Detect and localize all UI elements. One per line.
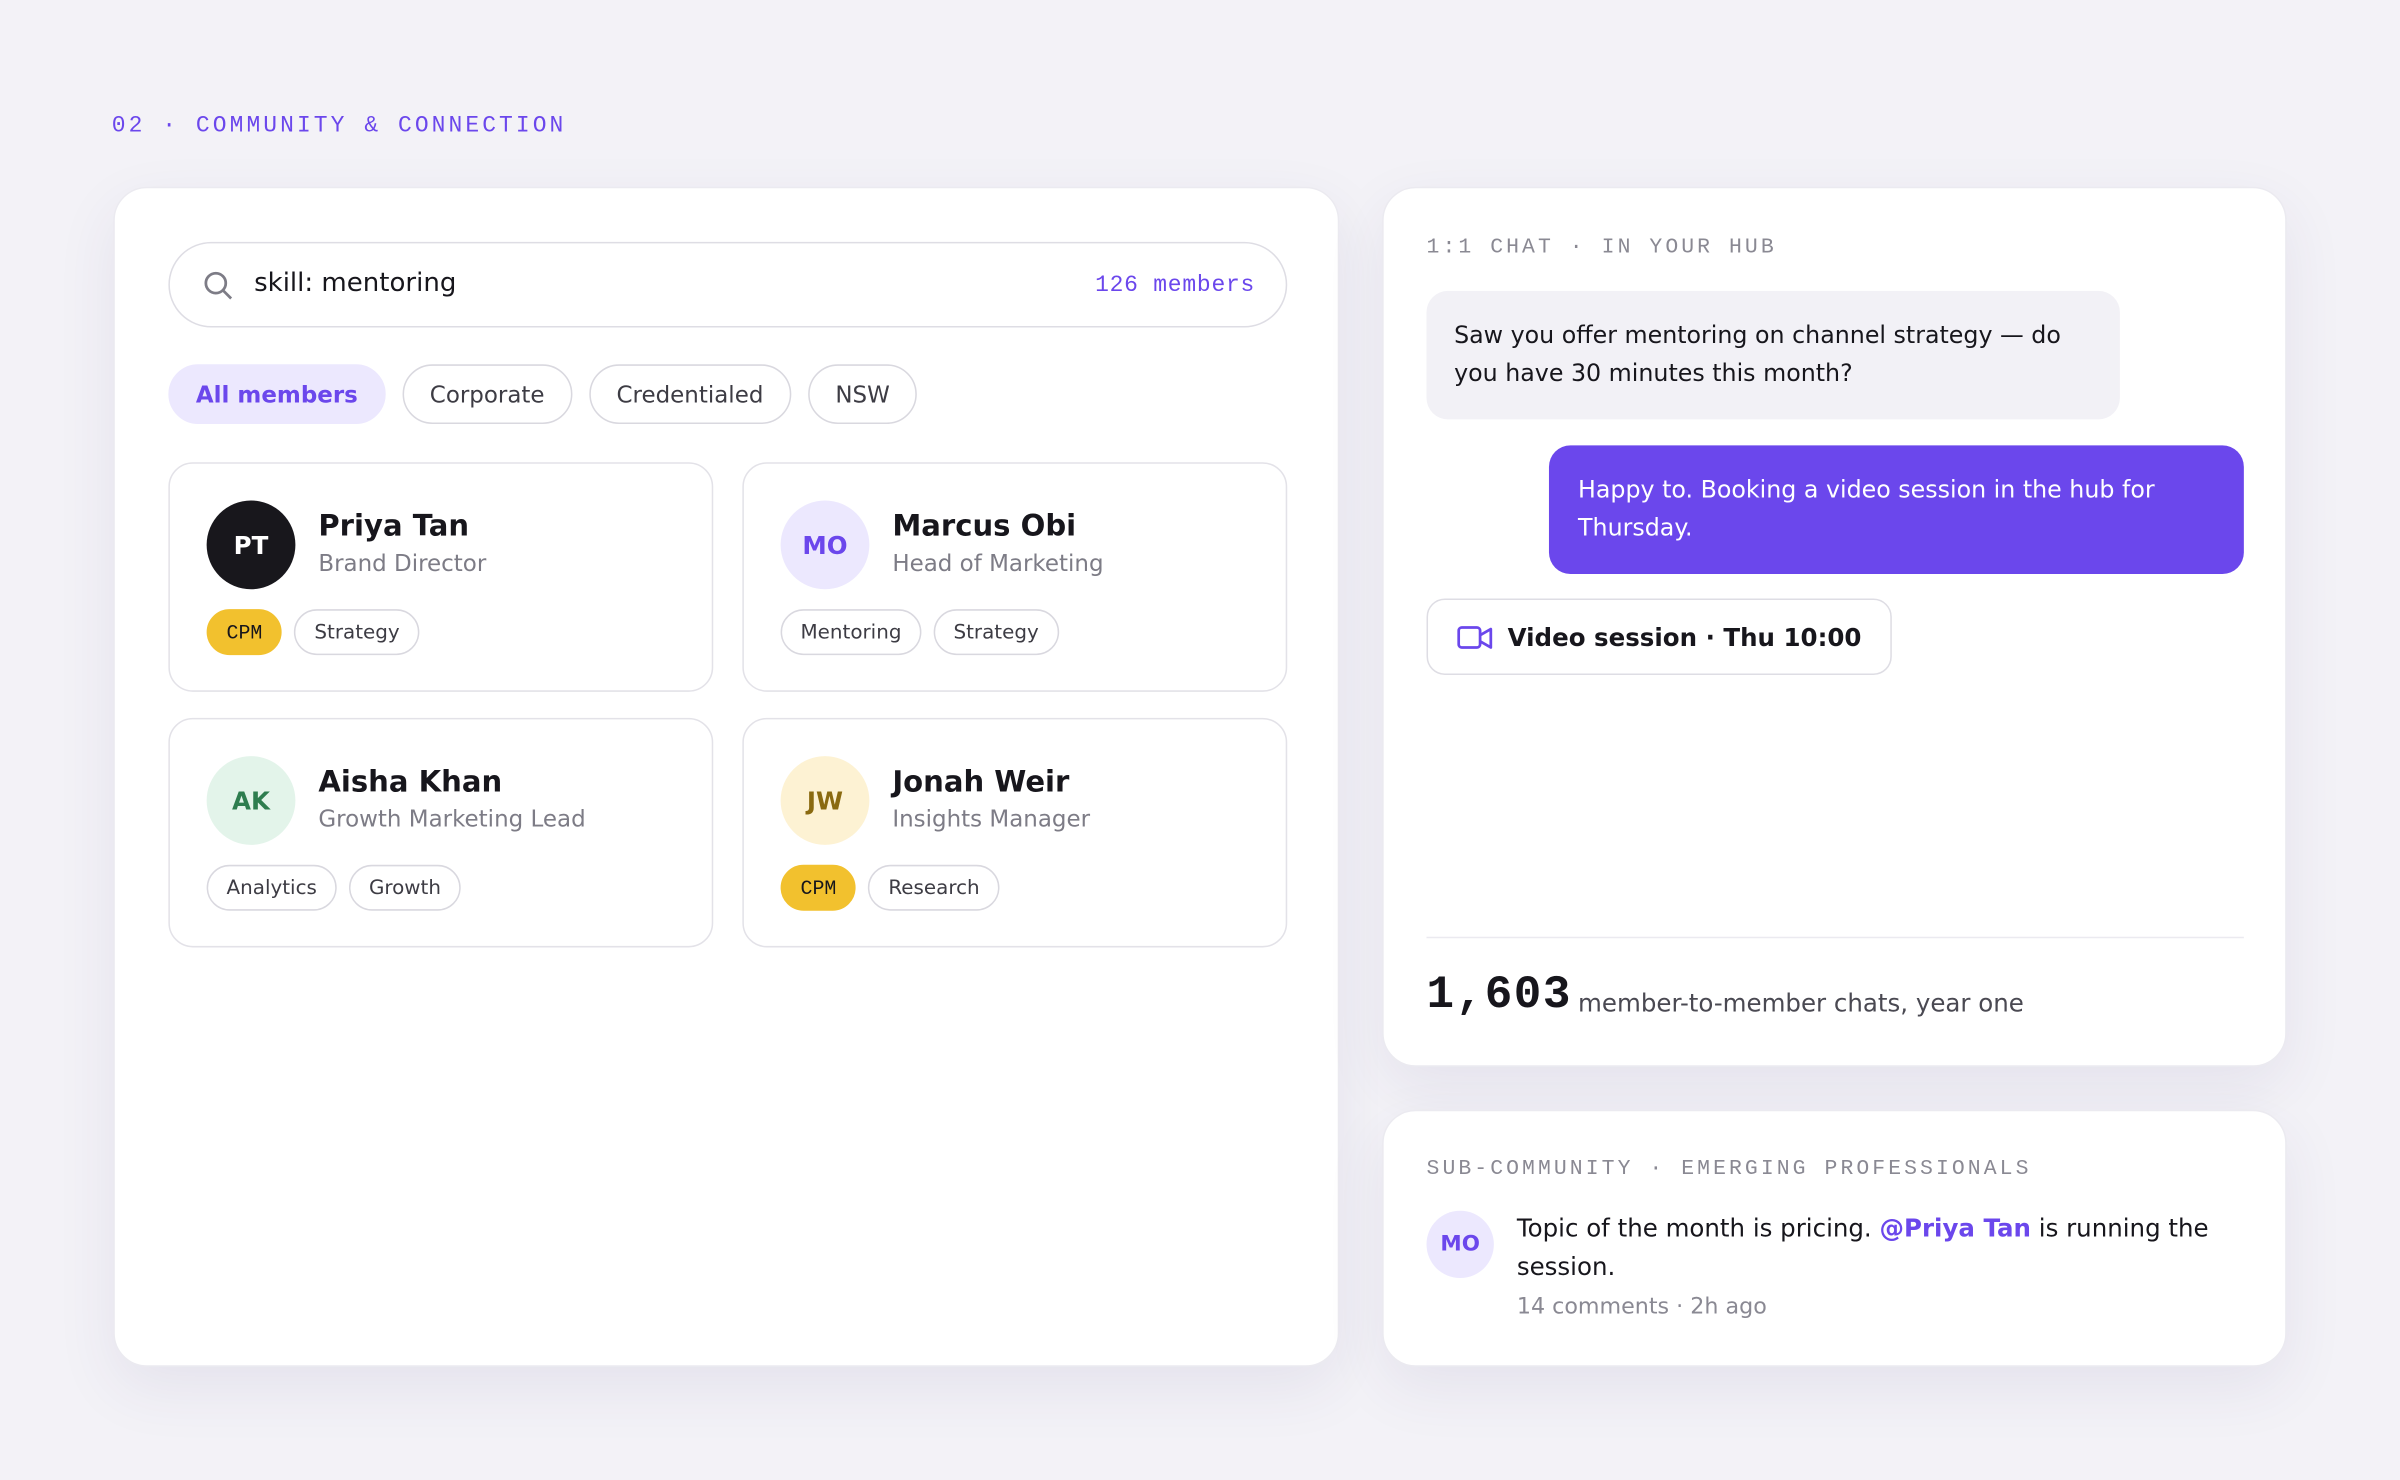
tag-row: Analytics Growth <box>206 864 461 911</box>
member-role: Brand Director <box>318 549 487 578</box>
member-card[interactable]: AK Aisha Khan Growth Marketing Lead Analyti… <box>168 717 714 948</box>
member-name: Jonah Weir <box>892 765 1070 799</box>
message-out: Happy to. Booking a video session in the… <box>1548 445 2244 574</box>
member-card[interactable]: MO Marcus Obi Head of Marketing Mentoring St… <box>742 462 1288 692</box>
video-icon <box>1457 626 1493 649</box>
filter-row: All members Corporate Credentialed NSW <box>168 364 934 424</box>
member-directory: skill: mentoring 126 members All members… <box>113 186 1340 1367</box>
tag-row: CPM Strategy <box>206 609 420 656</box>
member-role: Growth Marketing Lead <box>318 805 586 833</box>
tag-row: Mentoring Strategy <box>780 609 1059 656</box>
avatar: PT <box>206 500 296 590</box>
avatar: MO <box>780 500 870 590</box>
session-text: Video session · Thu 10:00 <box>1507 622 1862 652</box>
post-body-end: is running the session. <box>1516 1213 2209 1282</box>
result-count: 126 members <box>1095 272 1256 299</box>
member-name: Priya Tan <box>318 509 470 544</box>
member-name: Aisha Khan <box>318 765 503 799</box>
chat-label: 1:1 CHAT · IN YOUR HUB <box>1426 235 1777 261</box>
sub-community-panel: SUB-COMMUNITY · EMERGING PROFESSIONALS M… <box>1382 1109 2287 1367</box>
tag: Analytics <box>206 864 337 911</box>
stat-value: 1,603 <box>1426 970 1572 1023</box>
tag: Mentoring <box>780 609 922 656</box>
member-name: Marcus Obi <box>892 509 1077 544</box>
member-card[interactable]: PT Priya Tan Brand Director CPM Strategy <box>168 462 714 692</box>
avatar: MO <box>1426 1210 1494 1279</box>
tag: CPM <box>206 609 283 656</box>
avatar: AK <box>206 756 296 845</box>
post-body: Topic of the month is pricing. <box>1516 1213 1872 1243</box>
mention[interactable]: @Priya Tan <box>1879 1213 2031 1243</box>
filter-pill[interactable]: NSW <box>807 364 918 424</box>
tag: CPM <box>780 864 857 911</box>
filter-pill[interactable]: Credentialed <box>588 364 791 424</box>
tag: Growth <box>349 864 461 911</box>
sub-community-label: SUB-COMMUNITY · EMERGING PROFESSIONALS <box>1426 1157 2032 1182</box>
chat-panel: 1:1 CHAT · IN YOUR HUB Saw you offer men… <box>1382 186 2287 1067</box>
divider <box>1426 936 2244 939</box>
tag-row: CPM Research <box>780 864 1000 911</box>
tag: Strategy <box>933 609 1059 656</box>
member-card[interactable]: JW Jonah Weir Insights Manager CPM Research <box>742 717 1288 948</box>
search-query[interactable]: skill: mentoring <box>254 267 457 299</box>
post-text: Topic of the month is pricing. @Priya Ta… <box>1517 1209 2236 1286</box>
filter-pill[interactable]: All members <box>168 364 386 424</box>
section-label: 02 · COMMUNITY & CONNECTION <box>111 113 567 140</box>
video-session-chip[interactable]: Video session · Thu 10:00 <box>1426 598 1893 675</box>
post-meta: 14 comments · 2h ago <box>1516 1294 1767 1320</box>
member-role: Insights Manager <box>892 805 1091 833</box>
message-in: Saw you offer mentoring on channel strat… <box>1426 290 2120 420</box>
filter-pill[interactable]: Corporate <box>402 364 573 424</box>
stat-label: member-to-member chats, year one <box>1578 988 2024 1018</box>
tag: Research <box>868 864 1000 911</box>
avatar: JW <box>780 756 870 845</box>
tag: Strategy <box>294 609 420 656</box>
search-icon <box>204 271 233 300</box>
member-role: Head of Marketing <box>892 549 1104 578</box>
search-bar[interactable]: skill: mentoring 126 members <box>168 241 1288 328</box>
